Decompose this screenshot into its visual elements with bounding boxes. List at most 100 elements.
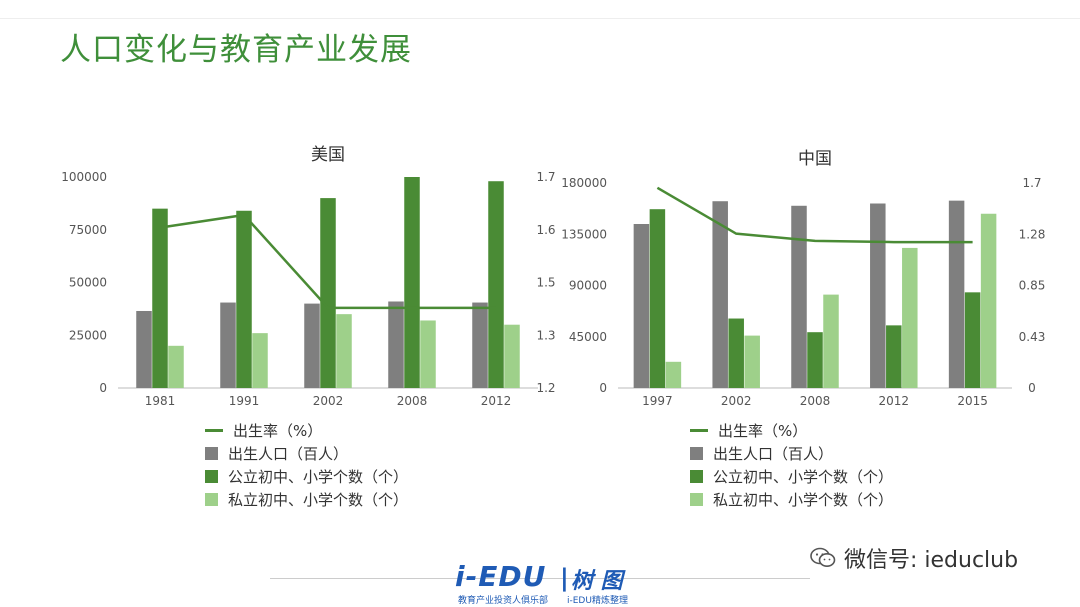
bar-cn-2015-2 xyxy=(980,213,997,388)
bar-cn-2002-0 xyxy=(712,201,728,388)
y-left-tick-cn: 135000 xyxy=(561,227,607,241)
x-tick-us: 2002 xyxy=(313,394,344,408)
chart-title-us: 美国 xyxy=(311,145,345,165)
y-left-tick-cn: 45000 xyxy=(569,330,607,344)
bar-us-2002-0 xyxy=(304,303,320,388)
chart-title-cn: 中国 xyxy=(798,149,832,169)
y-left-tick-us: 50000 xyxy=(69,276,107,290)
x-tick-us: 1981 xyxy=(145,394,176,408)
legend-item: 出生率（%） xyxy=(205,419,408,442)
bar-cn-2008-2 xyxy=(823,294,839,388)
bar-cn-2002-1 xyxy=(728,318,744,388)
x-tick-cn: 2008 xyxy=(800,394,831,408)
bar-cn-2008-1 xyxy=(807,332,823,388)
y-left-tick-cn: 180000 xyxy=(561,176,607,190)
bar-cn-1997-2 xyxy=(665,361,682,388)
legend-label: 公立初中、小学个数（个） xyxy=(713,468,894,486)
footer-divider xyxy=(270,578,810,579)
bar-us-1981-1 xyxy=(152,208,168,388)
wechat-icon xyxy=(810,547,836,567)
y-left-tick-us: 25000 xyxy=(69,328,107,342)
legend-swatch xyxy=(205,429,223,432)
y-right-tick-us: 1.3 xyxy=(536,328,555,342)
bar-us-2002-1 xyxy=(320,198,336,388)
logo-subtitle-2: i-EDU精炼整理 xyxy=(567,596,628,606)
legend-swatch xyxy=(205,447,218,460)
wechat-account: 微信号: ieduclub xyxy=(810,542,1018,574)
logo-separator: | xyxy=(560,564,569,592)
legend-item: 公立初中、小学个数（个） xyxy=(205,465,408,488)
bar-cn-2002-2 xyxy=(744,335,760,388)
iedu-logo: i-EDU | 树 图 教育产业投资人俱乐部 i-EDU精炼整理 xyxy=(455,560,655,606)
y-left-tick-us: 0 xyxy=(99,381,107,395)
legend-label: 私立初中、小学个数（个） xyxy=(228,491,409,509)
x-tick-cn: 1997 xyxy=(642,394,673,408)
legend-item: 出生人口（百人） xyxy=(205,442,408,465)
y-left-tick-us: 100000 xyxy=(61,170,107,184)
bar-cn-1997-0 xyxy=(633,224,650,388)
legend-swatch xyxy=(690,447,703,460)
line-birth-rate-us xyxy=(159,213,496,310)
bar-cn-2015-0 xyxy=(948,200,965,388)
bar-us-2002-2 xyxy=(336,314,352,388)
legend-swatch xyxy=(205,493,218,506)
y-right-tick-us: 1.2 xyxy=(536,381,555,395)
x-tick-us: 2008 xyxy=(397,394,428,408)
legend-label: 出生率（%） xyxy=(718,422,808,440)
logo-main-text: i-EDU xyxy=(455,560,547,593)
page-title: 人口变化与教育产业发展 xyxy=(60,32,412,68)
y-right-tick-us: 1.6 xyxy=(536,223,555,237)
legend-label: 出生人口（百人） xyxy=(228,445,349,463)
bar-us-2012-2 xyxy=(504,324,520,388)
legend-item: 私立初中、小学个数（个） xyxy=(205,488,408,511)
y-right-tick-cn: 1.28 xyxy=(1019,227,1046,241)
bar-us-1991-0 xyxy=(220,302,236,388)
top-divider xyxy=(0,18,1080,19)
legend-label: 公立初中、小学个数（个） xyxy=(228,468,409,486)
legend-swatch xyxy=(690,470,703,483)
bar-us-2008-0 xyxy=(388,301,404,388)
legend-item: 出生人口（百人） xyxy=(690,442,893,465)
bar-us-2008-2 xyxy=(420,320,436,388)
y-left-tick-us: 75000 xyxy=(69,223,107,237)
bar-us-1991-1 xyxy=(236,210,252,388)
x-tick-us: 2012 xyxy=(481,394,512,408)
bar-cn-1997-1 xyxy=(649,209,666,388)
y-right-tick-us: 1.5 xyxy=(536,276,555,290)
legend-item: 私立初中、小学个数（个） xyxy=(690,488,893,511)
bar-us-2012-0 xyxy=(472,302,488,388)
x-tick-cn: 2012 xyxy=(879,394,910,408)
bar-us-1991-2 xyxy=(252,333,268,388)
y-right-tick-cn: 1.7 xyxy=(1022,176,1041,190)
legend-us: 出生率（%） 出生人口（百人） 公立初中、小学个数（个） 私立初中、小学个数（个） xyxy=(205,419,408,511)
legend-swatch xyxy=(690,493,703,506)
y-right-tick-us: 1.7 xyxy=(536,170,555,184)
legend-swatch xyxy=(205,470,218,483)
legend-label: 出生人口（百人） xyxy=(713,445,834,463)
y-right-tick-cn: 0.85 xyxy=(1019,279,1046,293)
bar-cn-2012-1 xyxy=(886,325,902,388)
wechat-label: 微信号: ieduclub xyxy=(844,548,1019,573)
legend-label: 私立初中、小学个数（个） xyxy=(713,491,894,509)
bar-cn-2012-0 xyxy=(870,203,886,388)
y-left-tick-cn: 0 xyxy=(599,381,607,395)
legend-label: 出生率（%） xyxy=(233,422,323,440)
x-tick-cn: 2002 xyxy=(721,394,752,408)
legend-swatch xyxy=(690,429,708,432)
bar-cn-2012-2 xyxy=(902,247,918,388)
y-right-tick-cn: 0.43 xyxy=(1019,330,1046,344)
x-tick-cn: 2015 xyxy=(957,394,988,408)
bar-us-2008-1 xyxy=(404,177,420,388)
bar-us-1981-2 xyxy=(168,345,184,388)
bar-us-1981-0 xyxy=(136,310,152,388)
x-tick-us: 1991 xyxy=(229,394,260,408)
legend-cn: 出生率（%） 出生人口（百人） 公立初中、小学个数（个） 私立初中、小学个数（个） xyxy=(690,419,893,511)
y-left-tick-cn: 90000 xyxy=(569,279,607,293)
bar-cn-2015-1 xyxy=(964,292,981,388)
bar-cn-2008-0 xyxy=(791,205,807,388)
y-right-tick-cn: 0 xyxy=(1028,381,1036,395)
logo-subtitle: 教育产业投资人俱乐部 xyxy=(458,596,549,606)
legend-item: 公立初中、小学个数（个） xyxy=(690,465,893,488)
legend-item: 出生率（%） xyxy=(690,419,893,442)
